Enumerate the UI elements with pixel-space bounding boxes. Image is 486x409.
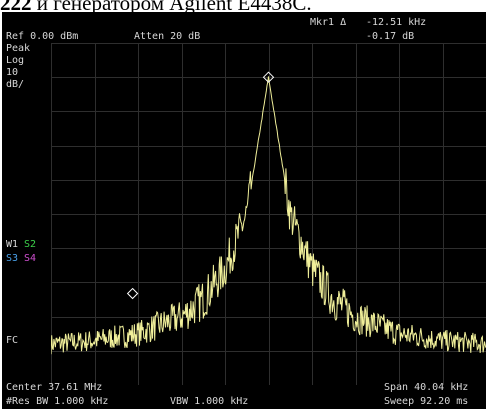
spectrum-display (51, 43, 486, 385)
scale-unit: dB/ (6, 79, 25, 90)
fc-label: FC (6, 335, 19, 346)
spectrum-plot (51, 43, 486, 385)
scale-type: Log (6, 55, 25, 66)
caption-bold: 222 (0, 0, 32, 12)
resolution-bandwidth: #Res BW 1.000 kHz (6, 396, 109, 407)
video-bandwidth: VBW 1.000 kHz (170, 396, 249, 407)
marker-frequency: -12.51 kHz (366, 17, 427, 28)
spectrum-trace (51, 76, 486, 355)
caption-text: 222 и генератором Agilent E4438C. (0, 0, 486, 12)
marker-label: Mkr1 Δ (310, 17, 347, 28)
s3-label: S3 (6, 253, 19, 264)
scale-value: 10 (6, 67, 19, 78)
caption-rest: и генератором Agilent E4438C. (31, 0, 312, 12)
span: Span 40.04 kHz (384, 382, 469, 393)
attenuation: Atten 20 dB (134, 31, 201, 42)
center-frequency: Center 37.61 MHz (6, 382, 103, 393)
detector-label: Peak (6, 43, 31, 54)
s2-label: S2 (24, 239, 37, 250)
s4-label: S4 (24, 253, 37, 264)
ref-level: Ref 0.00 dBm (6, 31, 79, 42)
w1-label: W1 (6, 239, 19, 250)
marker-amplitude: -0.17 dB (366, 31, 415, 42)
sweep-time: Sweep 92.20 ms (384, 396, 469, 407)
marker-diamond (126, 287, 139, 300)
marker-diamond (262, 71, 275, 83)
analyzer-screen: Ref 0.00 dBm Atten 20 dB Mkr1 Δ -12.51 k… (2, 12, 486, 409)
